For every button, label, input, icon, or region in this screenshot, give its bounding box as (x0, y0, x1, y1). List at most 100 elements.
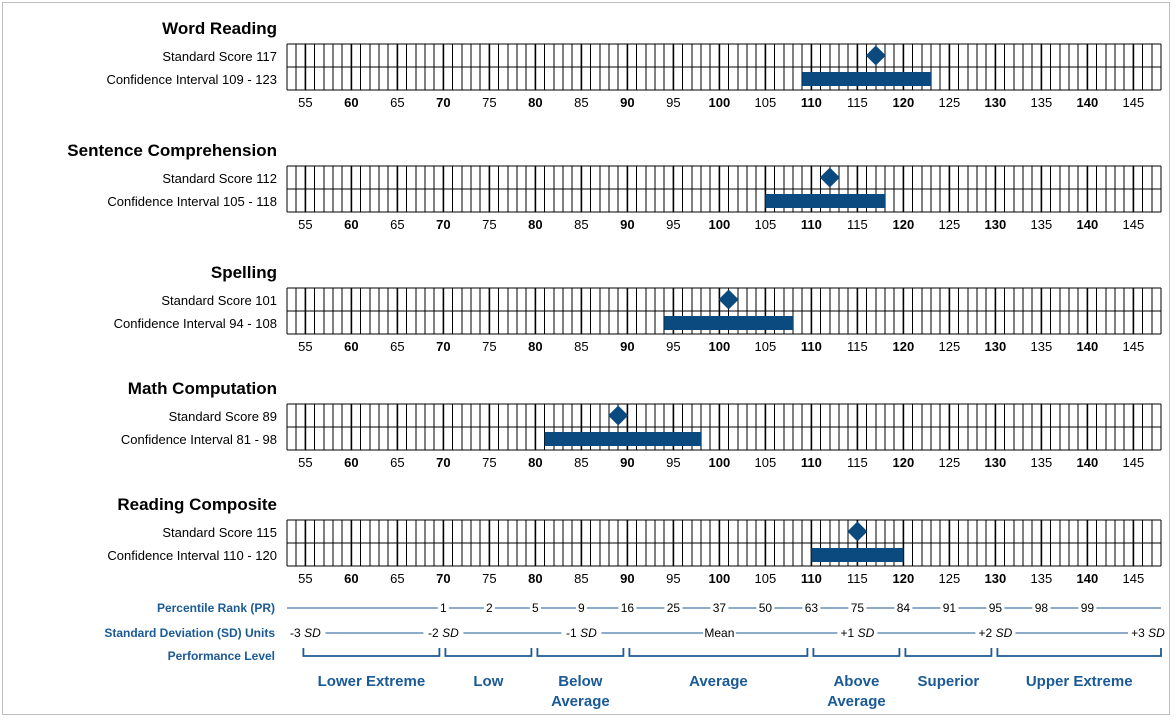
x-tick-label: 110 (801, 95, 822, 110)
performance-level-name: Below (558, 673, 603, 690)
percentile-rank-value: 75 (851, 601, 865, 615)
x-tick-label: 55 (298, 339, 312, 354)
x-tick-label: 135 (1031, 571, 1053, 586)
sd-units-gap (837, 625, 878, 641)
x-tick-label: 140 (1077, 455, 1099, 470)
score-grid-major (304, 404, 1135, 450)
percentile-rank-gap (848, 600, 867, 616)
x-tick-label: 145 (1123, 455, 1145, 470)
percentile-rank-gap (756, 600, 775, 616)
subtest-title: Sentence Comprehension (67, 141, 277, 160)
percentile-rank-value: 5 (532, 601, 539, 615)
x-tick-label: 90 (620, 339, 634, 354)
performance-level-bracket (628, 648, 809, 657)
confidence-interval-bar (664, 316, 793, 330)
standard-score-label: Standard Score 117 (162, 49, 277, 64)
standard-score-label: Standard Score 101 (161, 293, 277, 308)
x-tick-label: 95 (666, 95, 680, 110)
x-tick-label: 65 (390, 339, 404, 354)
x-tick-label: 115 (847, 217, 868, 232)
sd-units-value: Mean (704, 626, 734, 640)
sd-units-value: +2 SD (979, 626, 1013, 640)
sd-units-suffix: SD (304, 626, 321, 640)
percentile-rank-gap (618, 600, 637, 616)
x-tick-label: 85 (574, 95, 588, 110)
percentile-rank-gap (940, 600, 959, 616)
subtest-title: Math Computation (128, 379, 277, 398)
subtest-title: Spelling (211, 263, 277, 282)
x-tick-label: 140 (1077, 217, 1099, 232)
sd-units-suffix: SD (858, 626, 875, 640)
x-tick-label: 90 (620, 217, 634, 232)
performance-level-bracket (812, 648, 901, 657)
x-tick-label: 145 (1123, 95, 1145, 110)
x-tick-label: 110 (801, 455, 822, 470)
x-tick-label: 95 (666, 339, 680, 354)
sd-units-prefix: -1 (566, 626, 580, 640)
performance-level-bracket (302, 648, 441, 657)
x-tick-label: 90 (620, 571, 634, 586)
sd-units-value: -3 SD (290, 626, 321, 640)
performance-level-bracket (444, 648, 533, 657)
percentile-rank-gap (710, 600, 729, 616)
sd-units-value: +3 SD (1131, 626, 1165, 640)
sd-units-gap (285, 625, 326, 641)
performance-level-bracket (536, 648, 625, 657)
confidence-interval-label: Confidence Interval 109 - 123 (106, 72, 277, 87)
standard-score-marker (847, 521, 868, 542)
x-tick-label: 60 (344, 455, 358, 470)
performance-level-bracket (996, 648, 1162, 657)
percentile-rank-value: 16 (621, 601, 635, 615)
sd-units-suffix: SD (1148, 626, 1165, 640)
x-tick-label: 125 (939, 217, 961, 232)
sd-units-prefix: -3 (290, 626, 304, 640)
x-tick-label: 130 (985, 217, 1007, 232)
performance-level-name: Low (473, 673, 503, 690)
sd-units-prefix: Mean (704, 626, 734, 640)
sd-units-suffix: SD (442, 626, 459, 640)
confidence-interval-bar (811, 548, 904, 562)
score-grid-major (304, 520, 1135, 566)
x-tick-label: 80 (528, 339, 542, 354)
x-tick-label: 105 (755, 455, 777, 470)
x-tick-label: 135 (1031, 95, 1053, 110)
performance-level-bracket (904, 648, 993, 657)
x-tick-label: 75 (482, 95, 496, 110)
x-tick-label: 130 (985, 339, 1007, 354)
x-tick-label: 100 (709, 217, 731, 232)
x-tick-label: 110 (801, 339, 822, 354)
x-tick-label: 100 (709, 571, 731, 586)
confidence-interval-label: Confidence Interval 81 - 98 (121, 432, 277, 447)
x-tick-label: 60 (344, 217, 358, 232)
x-tick-label: 95 (666, 217, 680, 232)
x-tick-label: 105 (755, 217, 777, 232)
standard-score-label: Standard Score 112 (162, 171, 277, 186)
standard-score-label: Standard Score 115 (162, 525, 277, 540)
performance-level-name: Average (827, 693, 886, 710)
x-tick-label: 135 (1031, 217, 1053, 232)
x-tick-label: 65 (390, 95, 404, 110)
x-tick-label: 145 (1123, 217, 1145, 232)
x-tick-label: 120 (893, 217, 915, 232)
x-tick-label: 85 (574, 571, 588, 586)
score-grid (286, 43, 1162, 91)
percentile-rank-value: 95 (989, 601, 1003, 615)
x-tick-label: 120 (893, 95, 915, 110)
performance-level-name: Superior (918, 673, 980, 690)
sd-units-gap (423, 625, 464, 641)
x-tick-label: 65 (390, 571, 404, 586)
performance-level-name: Above (833, 673, 879, 690)
confidence-interval-label: Confidence Interval 110 - 120 (107, 548, 277, 563)
percentile-rank-gap (664, 600, 683, 616)
score-grid (286, 165, 1162, 213)
x-tick-label: 115 (847, 571, 868, 586)
x-tick-label: 95 (666, 571, 680, 586)
x-tick-label: 95 (666, 455, 680, 470)
x-tick-label: 55 (298, 455, 312, 470)
x-tick-label: 100 (709, 95, 731, 110)
standard-score-marker (718, 289, 739, 310)
sd-units-prefix: -2 (428, 626, 442, 640)
x-tick-label: 110 (801, 571, 822, 586)
confidence-interval-bar (765, 194, 885, 208)
